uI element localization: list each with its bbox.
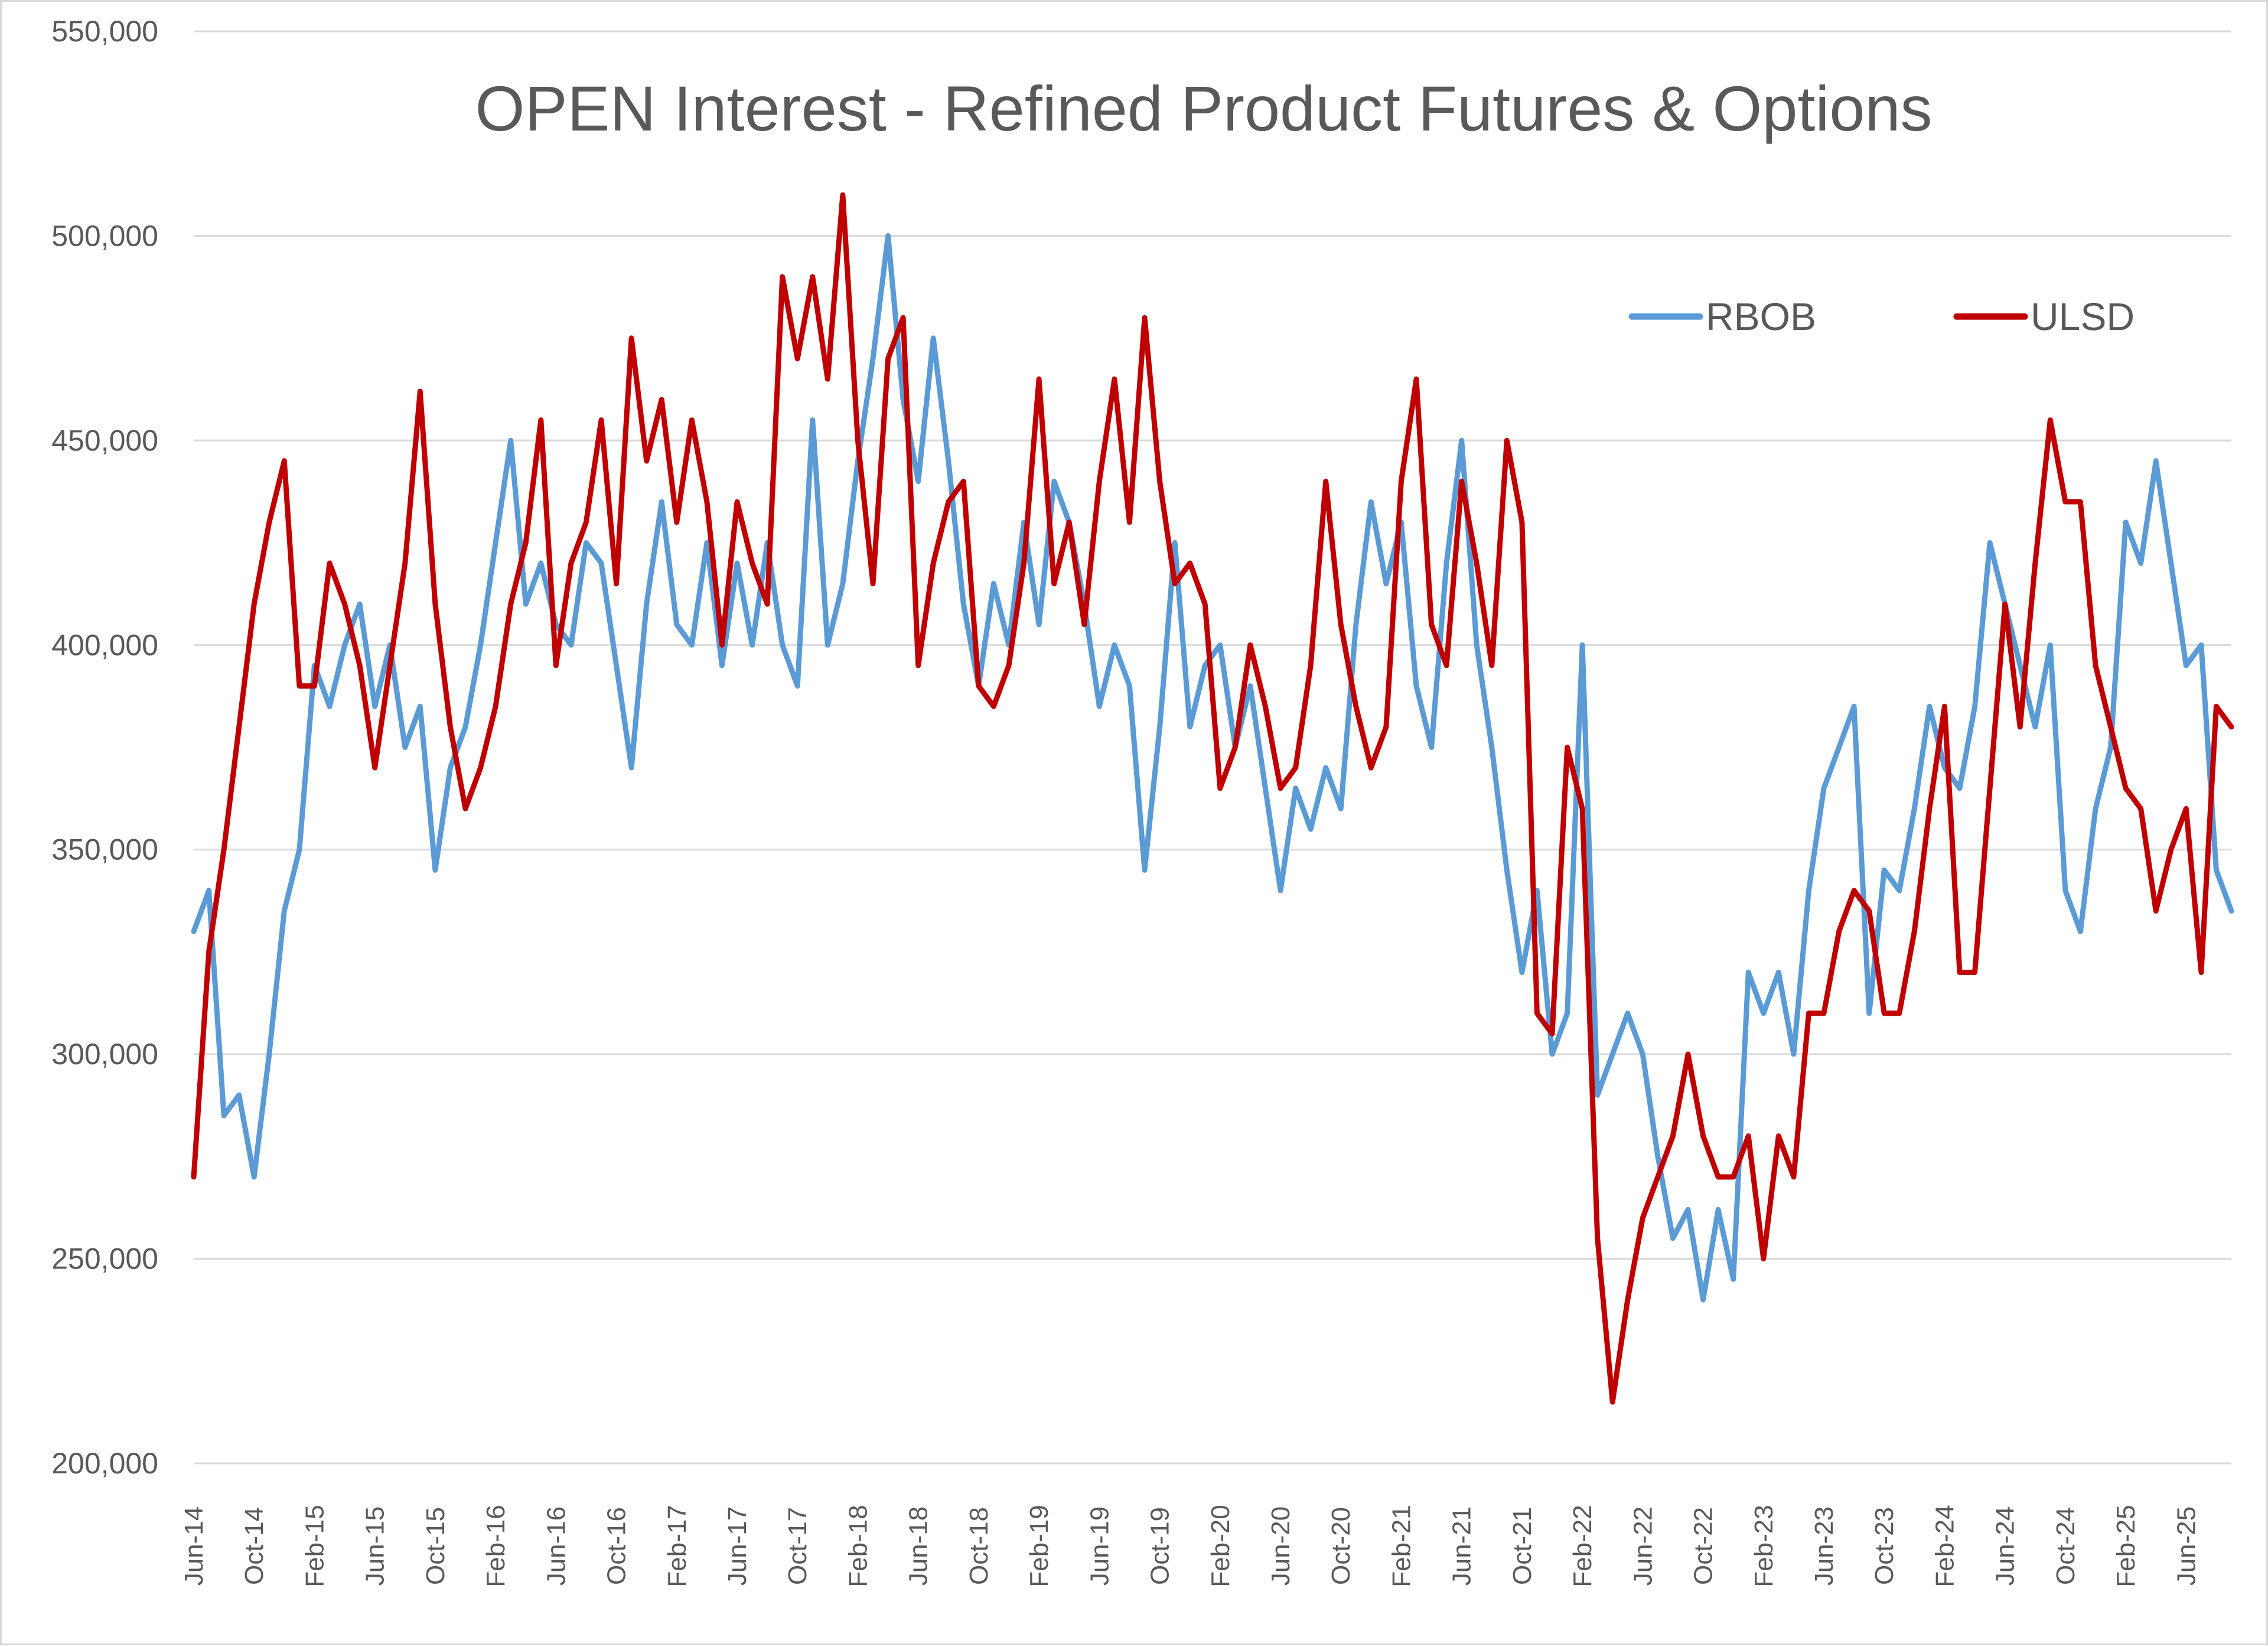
- legend-label-ulsd: ULSD: [2031, 295, 2135, 338]
- x-tick-label: Feb-24: [1930, 1505, 1959, 1587]
- x-tick-label: Feb-16: [481, 1505, 510, 1587]
- x-tick-label: Jun-18: [904, 1506, 933, 1586]
- x-tick-label: Feb-17: [663, 1505, 692, 1587]
- x-tick-label: Jun-17: [723, 1506, 752, 1586]
- x-tick-label: Oct-21: [1508, 1507, 1537, 1585]
- x-tick-label: Oct-20: [1327, 1507, 1355, 1585]
- y-tick-label: 550,000: [51, 15, 158, 48]
- x-tick-label: Feb-20: [1206, 1505, 1235, 1587]
- y-tick-label: 250,000: [51, 1242, 158, 1276]
- x-tick-label: Jun-21: [1448, 1506, 1477, 1586]
- x-axis-tick-labels: Jun-14 Oct-14 Feb-15 Jun-15 Oct-15 Feb-16 Jun-…: [180, 1505, 2201, 1587]
- x-tick-label: Oct-23: [1870, 1507, 1899, 1585]
- x-tick-label: Jun-20: [1266, 1506, 1295, 1586]
- x-tick-label: Oct-22: [1689, 1507, 1718, 1585]
- series-line-rbob: [191, 233, 2234, 1303]
- x-tick-label: Feb-21: [1387, 1505, 1416, 1587]
- y-tick-label: 200,000: [51, 1447, 158, 1480]
- y-tick-label: 350,000: [51, 833, 158, 866]
- y-tick-label: 500,000: [51, 219, 158, 252]
- series-line-ulsd: [191, 192, 2234, 1405]
- chart-title: OPEN Interest - Refined Product Futures …: [475, 73, 1932, 144]
- x-tick-label: Jun-25: [2172, 1506, 2201, 1586]
- series-lines: [191, 192, 2234, 1405]
- y-tick-label: 450,000: [51, 424, 158, 457]
- x-tick-label: Feb-18: [843, 1505, 872, 1587]
- x-tick-label: Jun-24: [1991, 1506, 2020, 1586]
- legend: RBOB ULSD: [1628, 295, 2135, 338]
- x-tick-label: Feb-19: [1025, 1505, 1054, 1587]
- y-tick-label: 400,000: [51, 628, 158, 661]
- x-tick-label: Jun-14: [180, 1506, 208, 1586]
- x-tick-label: Jun-15: [361, 1506, 390, 1586]
- x-tick-label: Feb-25: [2111, 1505, 2140, 1587]
- x-tick-label: Oct-17: [783, 1507, 812, 1585]
- x-tick-label: Jun-16: [542, 1506, 571, 1586]
- x-tick-label: Oct-24: [2051, 1507, 2080, 1585]
- y-axis-tick-labels: 200,000 250,000 300,000 350,000 400,000 450,0…: [51, 15, 158, 1480]
- x-tick-label: Oct-18: [964, 1507, 993, 1585]
- x-tick-label: Jun-23: [1810, 1506, 1839, 1586]
- x-tick-label: Feb-15: [300, 1505, 329, 1587]
- x-tick-label: Feb-23: [1749, 1505, 1778, 1587]
- x-tick-label: Jun-22: [1628, 1506, 1657, 1586]
- legend-label-rbob: RBOB: [1706, 295, 1816, 338]
- x-tick-label: Jun-19: [1085, 1506, 1114, 1586]
- x-tick-label: Oct-15: [421, 1507, 450, 1585]
- y-tick-label: 300,000: [51, 1038, 158, 1071]
- x-tick-label: Feb-22: [1568, 1505, 1597, 1587]
- x-tick-label: Oct-16: [602, 1507, 631, 1585]
- x-tick-label: Oct-19: [1146, 1507, 1175, 1585]
- gridlines: [194, 30, 2231, 1465]
- x-tick-label: Oct-14: [240, 1507, 269, 1585]
